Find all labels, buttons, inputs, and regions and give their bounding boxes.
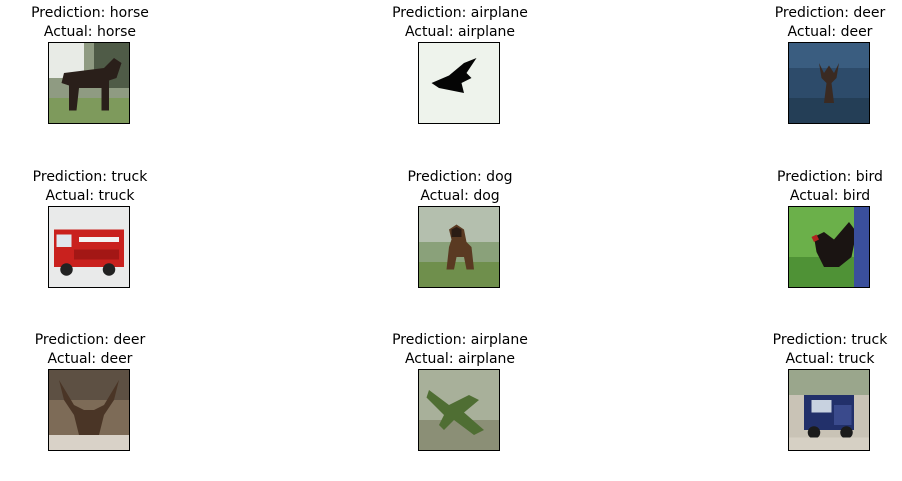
panel-airplane-2: Prediction: airplane Actual: airplane — [360, 331, 560, 481]
actual-label: Actual: deer — [47, 350, 133, 367]
actual-label: Actual: airplane — [404, 350, 516, 367]
panel-bird: Prediction: bird Actual: bird — [730, 168, 902, 318]
panel-dog: Prediction: dog Actual: dog — [360, 168, 560, 318]
panel-title: Prediction: horse Actual: horse — [0, 4, 190, 41]
actual-label: Actual: airplane — [404, 23, 516, 40]
panel-truck: Prediction: truck Actual: truck — [0, 168, 190, 318]
prediction-label: Prediction: truck — [32, 169, 148, 185]
actual-label: Actual: deer — [787, 23, 873, 40]
actual-label: Actual: dog — [420, 187, 500, 204]
actual-label: Actual: bird — [789, 187, 871, 204]
panel-title: Prediction: bird Actual: bird — [730, 168, 902, 205]
panel-title: Prediction: airplane Actual: airplane — [360, 331, 560, 368]
prediction-label: Prediction: airplane — [392, 5, 528, 21]
deer-antlers-photo — [48, 369, 130, 451]
dog-photo — [418, 206, 500, 288]
panel-title: Prediction: truck Actual: truck — [730, 331, 902, 368]
prediction-label: Prediction: dog — [407, 169, 513, 185]
prediction-label: Prediction: bird — [777, 169, 883, 185]
prediction-label: Prediction: truck — [772, 332, 888, 348]
prediction-label: Prediction: deer — [34, 332, 146, 348]
green-airplane-photo — [418, 369, 500, 451]
airplane-silhouette-photo — [418, 42, 500, 124]
actual-label: Actual: horse — [43, 23, 137, 40]
panel-deer: Prediction: deer Actual: deer — [730, 4, 902, 154]
bird-photo — [788, 206, 870, 288]
prediction-label: Prediction: airplane — [392, 332, 528, 348]
blue-truck-photo — [788, 369, 870, 451]
panel-title: Prediction: airplane Actual: airplane — [360, 4, 560, 41]
panel-title: Prediction: deer Actual: deer — [0, 331, 190, 368]
panel-deer-2: Prediction: deer Actual: deer — [0, 331, 190, 481]
panel-title: Prediction: truck Actual: truck — [0, 168, 190, 205]
prediction-label: Prediction: horse — [31, 5, 149, 21]
actual-label: Actual: truck — [785, 350, 875, 367]
panel-airplane: Prediction: airplane Actual: airplane — [360, 4, 560, 154]
horse-photo — [48, 42, 130, 124]
panel-title: Prediction: deer Actual: deer — [730, 4, 902, 41]
panel-truck-2: Prediction: truck Actual: truck — [730, 331, 902, 481]
fire-truck-photo — [48, 206, 130, 288]
prediction-label: Prediction: deer — [774, 5, 886, 21]
deer-photo — [788, 42, 870, 124]
panel-title: Prediction: dog Actual: dog — [360, 168, 560, 205]
actual-label: Actual: truck — [45, 187, 135, 204]
panel-horse: Prediction: horse Actual: horse — [0, 4, 190, 154]
